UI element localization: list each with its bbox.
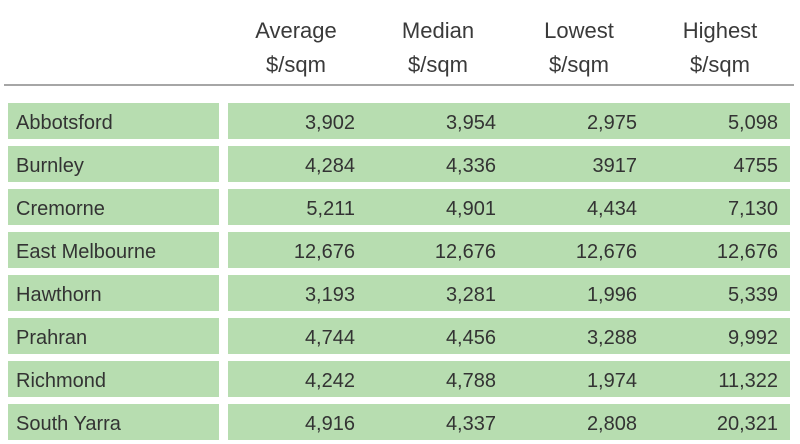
suburb-name: Abbotsford [8,103,219,139]
table-row: Burnley 4,284 4,336 3917 4755 [0,146,800,182]
column-header-line1: Highest [682,18,758,43]
column-header-line1: Lowest [544,18,614,43]
highest-value: 4755 [733,155,779,177]
average-value: 3,902 [304,112,355,134]
column-header-highest: Highest $/sqm [650,14,790,82]
suburb-name: Burnley [8,146,219,182]
column-header-line2: $/sqm [266,52,326,77]
lowest-value: 2,975 [586,112,637,134]
table-row: Cremorne 5,211 4,901 4,434 7,130 [0,189,800,225]
lowest-value: 1,974 [586,370,637,392]
value-band [228,318,790,354]
highest-value: 9,992 [727,327,778,349]
median-value: 4,901 [445,198,496,220]
highest-value: 20,321 [716,413,778,435]
value-band [228,146,790,182]
average-value: 4,916 [304,413,355,435]
value-band [228,404,790,440]
lowest-value: 3,288 [586,327,637,349]
table-row: Prahran 4,744 4,456 3,288 9,992 [0,318,800,354]
value-band [228,275,790,311]
median-value: 4,336 [445,155,496,177]
column-header-lowest: Lowest $/sqm [509,14,649,82]
median-value: 4,337 [445,413,496,435]
lowest-value: 12,676 [575,241,637,263]
column-header-line1: Average [255,18,337,43]
table-row: East Melbourne 12,676 12,676 12,676 12,6… [0,232,800,268]
table-row: Richmond 4,242 4,788 1,974 11,322 [0,361,800,397]
suburb-name: Prahran [8,318,219,354]
value-band [228,232,790,268]
highest-value: 12,676 [716,241,778,263]
highest-value: 5,098 [727,112,778,134]
average-value: 4,744 [304,327,355,349]
median-value: 12,676 [434,241,496,263]
highest-value: 5,339 [727,284,778,306]
table-row: South Yarra 4,916 4,337 2,808 20,321 [0,404,800,440]
table-header: Average $/sqm Median $/sqm Lowest $/sqm … [0,14,800,84]
column-header-line2: $/sqm [408,52,468,77]
suburb-name: East Melbourne [8,232,219,268]
median-value: 4,788 [445,370,496,392]
table-row: Abbotsford 3,902 3,954 2,975 5,098 [0,103,800,139]
median-value: 3,954 [445,112,496,134]
lowest-value: 4,434 [586,198,637,220]
column-header-median: Median $/sqm [368,14,508,82]
median-value: 3,281 [445,284,496,306]
suburb-name: South Yarra [8,404,219,440]
average-value: 12,676 [293,241,355,263]
column-header-line1: Median [401,18,475,43]
value-band [228,189,790,225]
average-value: 4,242 [304,370,355,392]
suburb-name: Hawthorn [8,275,219,311]
lowest-value: 2,808 [586,413,637,435]
median-value: 4,456 [445,327,496,349]
lowest-value: 3917 [592,155,638,177]
table-row: Hawthorn 3,193 3,281 1,996 5,339 [0,275,800,311]
value-band [228,361,790,397]
average-value: 4,284 [304,155,355,177]
highest-value: 7,130 [727,198,778,220]
column-header-average: Average $/sqm [226,14,366,82]
lowest-value: 1,996 [586,284,637,306]
column-header-line2: $/sqm [690,52,750,77]
column-header-line2: $/sqm [549,52,609,77]
header-divider [4,84,794,86]
value-band [228,103,790,139]
highest-value: 11,322 [718,370,778,392]
average-value: 5,211 [306,198,355,220]
suburb-name: Cremorne [8,189,219,225]
suburb-name: Richmond [8,361,219,397]
average-value: 3,193 [304,284,355,306]
